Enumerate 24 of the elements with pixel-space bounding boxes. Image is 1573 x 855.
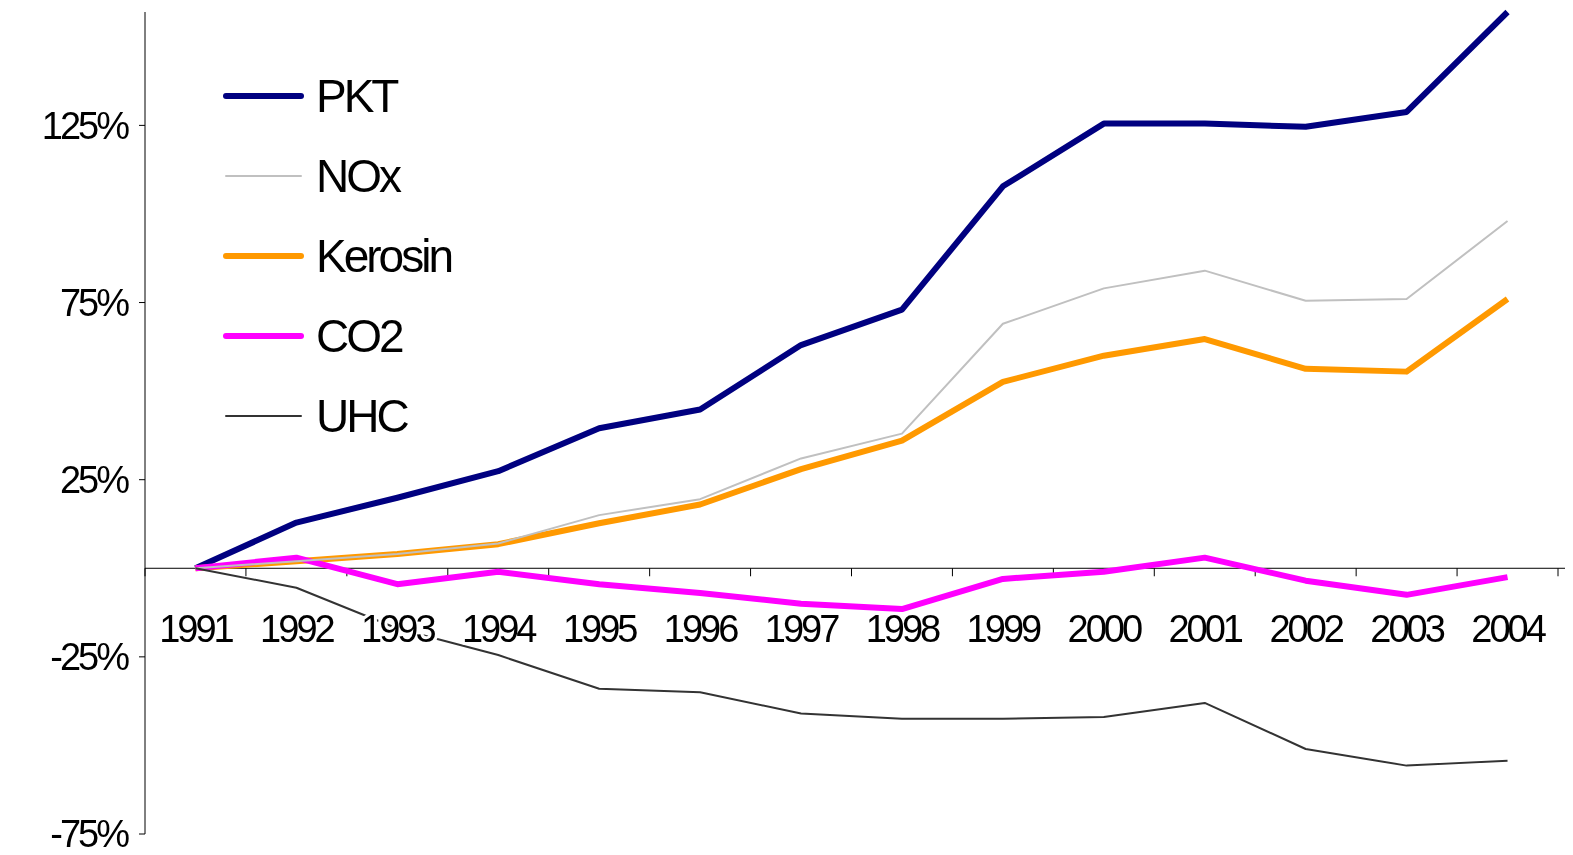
x-tick-label: 2001 — [1168, 608, 1243, 651]
x-tick-label: 2000 — [1067, 608, 1142, 651]
x-tick-label: 2003 — [1370, 608, 1445, 651]
legend-label: UHC — [316, 390, 409, 443]
y-tick-label: 25% — [59, 458, 130, 501]
line-series — [194, 220, 1509, 570]
x-tick-label: 1992 — [260, 608, 335, 651]
x-tick-label: 1994 — [461, 608, 538, 651]
x-tick-label: 1995 — [562, 608, 638, 651]
legend-label: PKT — [316, 70, 400, 123]
y-tick-label: 75% — [59, 281, 130, 324]
y-tick-label: -75% — [50, 813, 130, 855]
x-tick-label: 1998 — [865, 608, 941, 651]
x-tick-label: 2002 — [1269, 608, 1344, 651]
x-tick-label: 1991 — [159, 608, 234, 651]
legend-label: NOx — [316, 150, 402, 203]
x-tick-label: 1999 — [966, 608, 1042, 651]
x-tick-label: 1997 — [764, 608, 840, 651]
legend-label: Kerosin — [316, 230, 452, 283]
x-tick-label: 1996 — [663, 608, 739, 651]
legend-label: CO2 — [316, 310, 403, 363]
y-tick-label: 125% — [41, 104, 130, 147]
x-tick-label: 2004 — [1471, 608, 1547, 651]
y-tick-label: -25% — [50, 636, 130, 679]
